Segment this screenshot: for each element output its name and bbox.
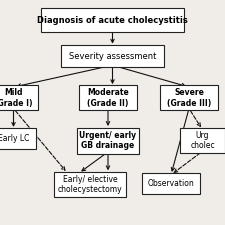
Text: Mild
(Grade I): Mild (Grade I) [0, 88, 33, 108]
FancyBboxPatch shape [61, 45, 164, 67]
FancyBboxPatch shape [0, 86, 38, 110]
FancyBboxPatch shape [160, 86, 218, 110]
Text: Severity assessment: Severity assessment [69, 52, 156, 61]
FancyBboxPatch shape [142, 173, 200, 194]
Text: Observation: Observation [148, 179, 194, 188]
FancyBboxPatch shape [54, 172, 126, 197]
FancyBboxPatch shape [180, 128, 225, 153]
Text: Early LC: Early LC [0, 134, 29, 143]
FancyBboxPatch shape [79, 86, 137, 110]
FancyBboxPatch shape [77, 128, 139, 154]
FancyBboxPatch shape [0, 128, 36, 149]
FancyBboxPatch shape [41, 8, 184, 32]
Text: Urg
cholec: Urg cholec [190, 131, 215, 150]
Text: Urgent/ early
GB drainage: Urgent/ early GB drainage [79, 131, 137, 150]
Text: Early/ elective
cholecystectomy: Early/ elective cholecystectomy [58, 175, 122, 194]
Text: Diagnosis of acute cholecystitis: Diagnosis of acute cholecystitis [37, 16, 188, 25]
Text: Moderate
(Grade II): Moderate (Grade II) [87, 88, 129, 108]
Text: Severe
(Grade III): Severe (Grade III) [167, 88, 211, 108]
